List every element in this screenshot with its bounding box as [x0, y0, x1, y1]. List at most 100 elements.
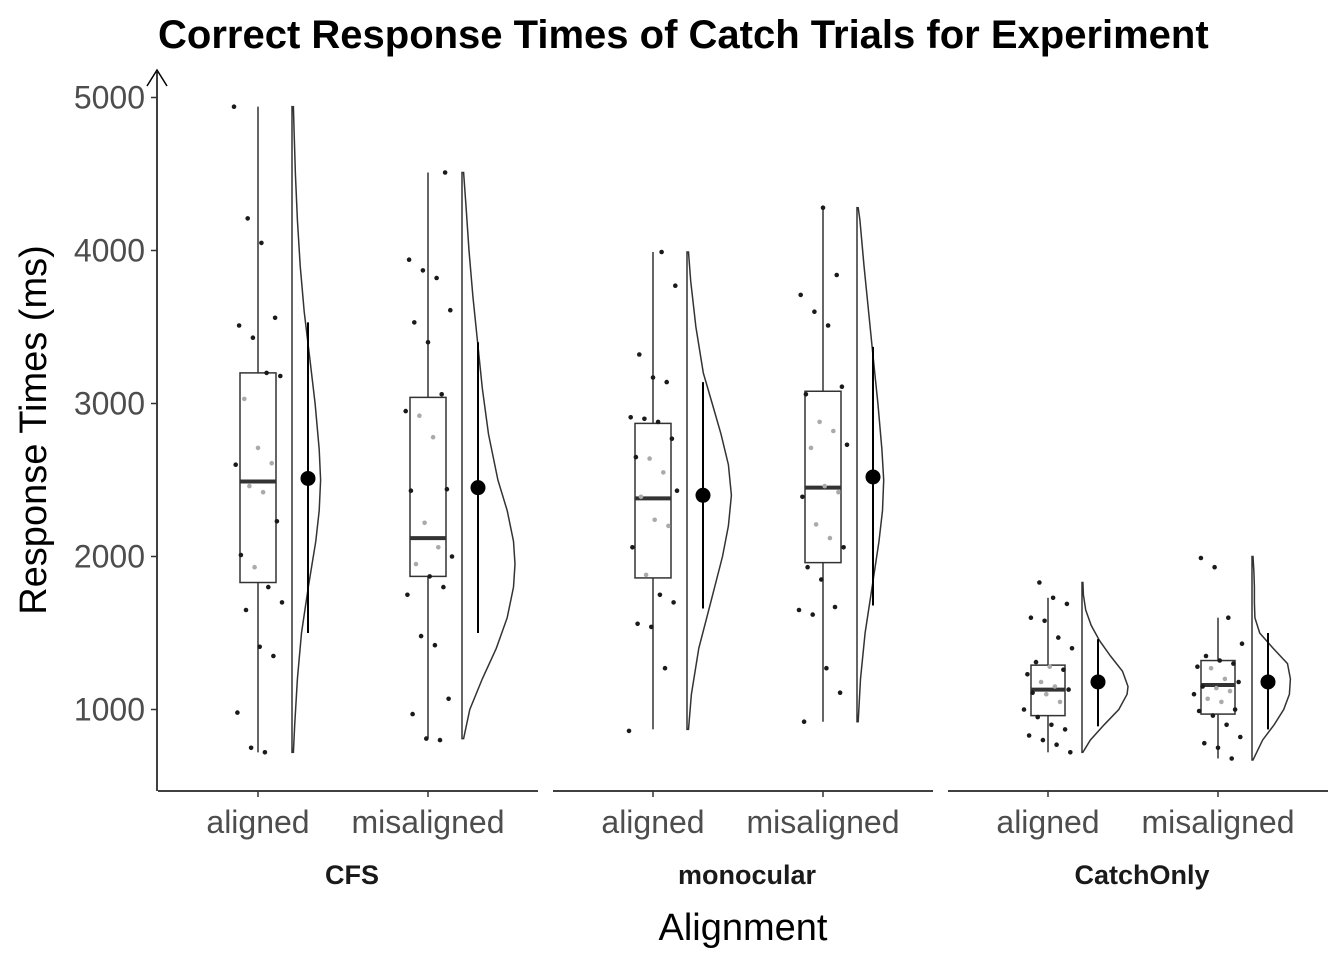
data-point	[650, 375, 656, 380]
y-tick-label: 2000	[74, 539, 145, 575]
data-point	[1200, 684, 1205, 689]
data-point	[405, 592, 410, 598]
data-point	[655, 419, 661, 425]
data-point	[661, 470, 666, 475]
data-point	[432, 642, 438, 648]
violin-shape	[291, 105, 322, 754]
data-point	[410, 711, 415, 717]
data-point	[796, 607, 802, 613]
data-point	[271, 653, 276, 659]
data-point	[418, 633, 424, 639]
data-point	[839, 384, 845, 390]
data-point	[1214, 685, 1219, 691]
data-point	[1195, 664, 1200, 669]
data-point	[820, 205, 826, 210]
data-point	[1222, 676, 1228, 682]
data-point	[827, 535, 833, 541]
data-point	[1056, 635, 1061, 640]
data-point	[252, 564, 257, 570]
data-point	[1038, 679, 1044, 685]
data-point	[1047, 664, 1052, 669]
data-point	[408, 488, 414, 494]
data-point	[669, 436, 675, 442]
data-point	[831, 428, 836, 434]
x-tick-label: aligned	[206, 804, 309, 840]
data-point	[1054, 742, 1059, 747]
data-point	[1049, 722, 1054, 728]
data-point	[674, 488, 680, 494]
y-tick-label: 5000	[74, 80, 145, 116]
violin-shape	[856, 206, 885, 723]
data-point	[231, 104, 237, 109]
data-point	[642, 416, 647, 422]
mean-point	[300, 470, 316, 486]
data-point	[412, 320, 417, 325]
data-point	[630, 545, 635, 550]
violin-shape	[1081, 581, 1129, 754]
y-tick-label: 1000	[74, 692, 145, 728]
data-point	[420, 268, 426, 273]
mean-point	[470, 480, 486, 496]
data-point	[666, 523, 671, 529]
x-tick-label: misaligned	[352, 804, 505, 840]
data-point	[1229, 756, 1234, 761]
data-point	[434, 275, 439, 281]
data-point	[1042, 618, 1047, 624]
data-point	[269, 460, 275, 466]
data-point	[1232, 707, 1238, 712]
data-point	[274, 519, 280, 524]
data-point	[1219, 699, 1224, 705]
data-point	[1026, 733, 1032, 738]
data-point	[424, 736, 429, 741]
data-point	[406, 257, 412, 263]
violin-shape	[461, 171, 516, 740]
data-point	[1196, 708, 1202, 714]
data-point	[1236, 679, 1241, 685]
data-point	[1212, 564, 1217, 570]
data-point	[1239, 641, 1245, 646]
data-point	[436, 545, 441, 550]
data-point	[803, 392, 809, 397]
plot-area: 1000 2000 3000 4000 5000 CFS aligned misaligned…	[74, 68, 1328, 890]
data-point	[652, 517, 657, 523]
data-point	[1064, 601, 1070, 607]
data-point	[813, 522, 819, 527]
data-point	[638, 494, 644, 500]
data-point	[671, 600, 676, 605]
x-tick-label: misaligned	[747, 804, 900, 840]
data-point	[260, 489, 266, 495]
data-point	[1224, 722, 1229, 728]
data-point	[1215, 745, 1221, 751]
data-point	[266, 584, 271, 590]
data-point	[413, 561, 419, 567]
data-point	[425, 340, 431, 345]
data-point	[255, 445, 261, 451]
data-point	[825, 323, 831, 328]
data-point	[628, 415, 633, 420]
data-point	[1198, 555, 1204, 561]
data-point	[673, 283, 678, 289]
facet-label: monocular	[678, 860, 817, 890]
data-point	[1030, 690, 1035, 695]
data-point	[247, 483, 252, 489]
data-point	[1226, 615, 1231, 620]
data-point	[1227, 688, 1233, 694]
data-point	[664, 379, 669, 385]
facet-label: CFS	[325, 860, 379, 890]
data-point	[242, 396, 247, 402]
data-point	[427, 574, 433, 579]
facet-label: CatchOnly	[1074, 860, 1209, 890]
data-point	[1044, 691, 1049, 697]
data-point	[248, 745, 254, 751]
data-point	[1208, 665, 1214, 671]
data-point	[819, 577, 824, 582]
y-tick-label: 4000	[74, 233, 145, 269]
data-point	[1062, 727, 1068, 732]
data-point	[278, 373, 283, 379]
data-point	[233, 462, 238, 468]
data-point	[1231, 661, 1236, 666]
data-point	[1203, 653, 1209, 659]
data-point	[834, 272, 839, 278]
data-point	[446, 696, 451, 702]
x-tick-label: aligned	[601, 804, 704, 840]
